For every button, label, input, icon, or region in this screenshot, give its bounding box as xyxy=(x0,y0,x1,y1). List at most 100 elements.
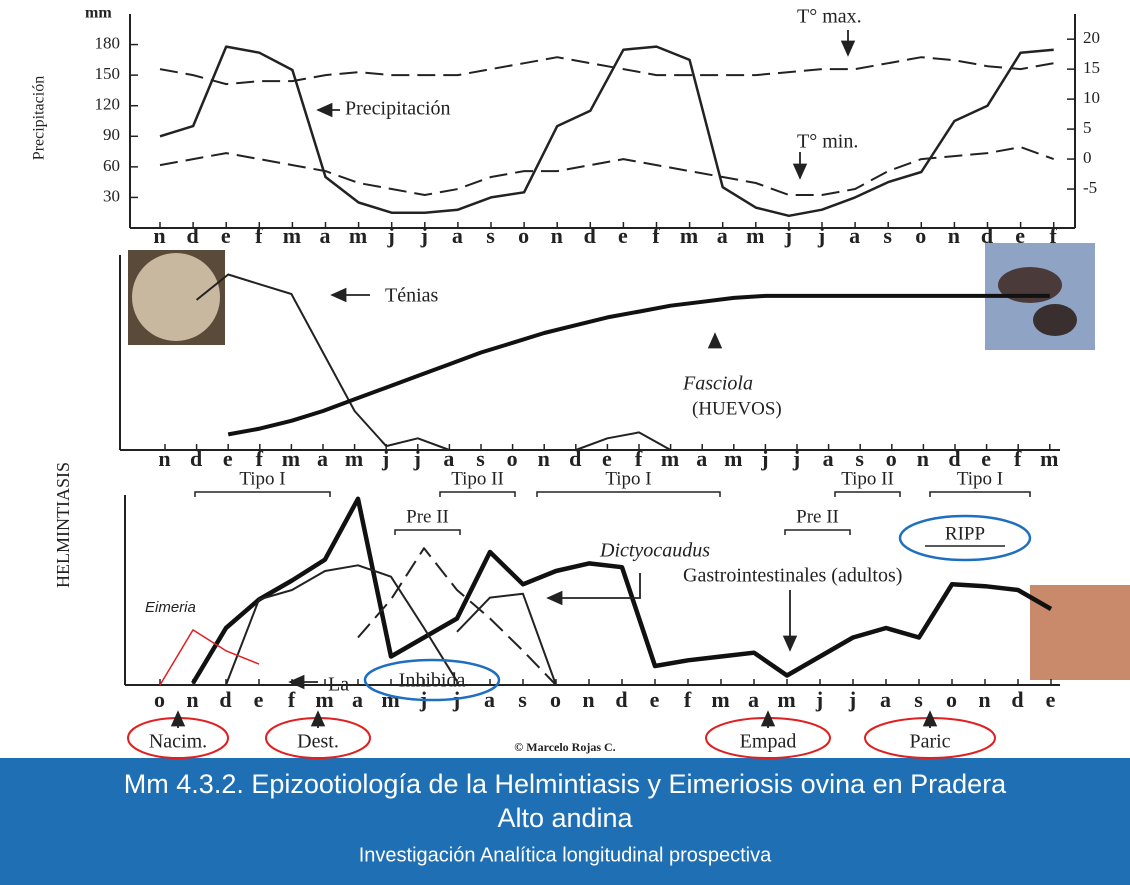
y-tick-label: 180 xyxy=(95,33,121,52)
x-tick-label: m xyxy=(282,446,301,471)
x-tick-label: m xyxy=(345,446,364,471)
x-tick-label: j xyxy=(817,223,826,248)
x-tick-label: o xyxy=(886,446,898,471)
series-note: (HUEVOS) xyxy=(692,398,782,419)
x-tick-label: o xyxy=(518,223,530,248)
x-tick-label: a xyxy=(748,687,760,712)
x-tick-label: n xyxy=(538,446,551,471)
x-tick-label: n xyxy=(917,446,930,471)
worm-photo xyxy=(1030,585,1130,680)
bracket xyxy=(394,529,461,535)
y2-tick-label: -5 xyxy=(1083,178,1097,197)
highlight xyxy=(363,658,501,702)
x-tick-label: d xyxy=(569,446,582,471)
x-tick-label: o xyxy=(154,687,166,712)
x-tick-label: s xyxy=(855,446,865,471)
event-label: Paric xyxy=(909,731,950,753)
x-tick-label: o xyxy=(915,223,927,248)
x-tick-label: a xyxy=(696,446,708,471)
highlight xyxy=(898,514,1032,562)
y2-tick-label: 20 xyxy=(1083,28,1100,47)
y-tick-label: 120 xyxy=(95,95,121,114)
series-line xyxy=(456,592,557,686)
x-tick-label: m xyxy=(680,223,699,248)
y-tick-label: 150 xyxy=(95,64,121,83)
x-tick-label: f xyxy=(635,446,643,471)
bracket xyxy=(194,491,331,497)
x-tick-label: d xyxy=(186,223,199,248)
x-tick-label: a xyxy=(717,223,729,248)
series-label: Gastrointestinales (adultos) xyxy=(683,565,902,587)
x-tick-label: j xyxy=(413,446,422,471)
x-tick-label: d xyxy=(981,223,994,248)
bracket-label: Tipo I xyxy=(239,468,285,489)
credit: © Marcelo Rojas C. xyxy=(514,740,615,754)
series-line xyxy=(159,56,1054,86)
series-line xyxy=(195,273,672,451)
x-tick-label: n xyxy=(582,687,595,712)
x-tick-label: n xyxy=(551,223,564,248)
series-line xyxy=(159,146,1055,196)
x-tick-label: f xyxy=(1014,446,1022,471)
caption-subtitle: Investigación Analítica longitudinal pro… xyxy=(359,844,772,866)
x-tick-label: e xyxy=(650,687,661,712)
x-tick-label: d xyxy=(1011,687,1024,712)
bracket-label: Tipo I xyxy=(957,468,1003,489)
x-tick-label: d xyxy=(219,687,232,712)
x-tick-label: n xyxy=(158,446,171,471)
x-tick-label: s xyxy=(914,687,924,712)
x-tick-label: n xyxy=(186,687,199,712)
x-tick-label: j xyxy=(815,687,824,712)
x-tick-label: j xyxy=(381,446,390,471)
x-tick-label: j xyxy=(848,687,857,712)
x-tick-label: f xyxy=(652,223,660,248)
series-line xyxy=(191,496,1053,685)
x-tick-label: a xyxy=(849,223,861,248)
bracket xyxy=(439,491,516,497)
ellipse-label: RIPP xyxy=(945,523,985,544)
series-label: T° max. xyxy=(797,6,862,28)
bracket xyxy=(834,491,901,497)
x-tick-label: m xyxy=(349,223,368,248)
figure-background xyxy=(0,0,1130,757)
y-tick-label: 30 xyxy=(103,186,120,205)
petri-dish xyxy=(132,253,220,341)
x-tick-label: e xyxy=(602,446,613,471)
series-line xyxy=(159,629,260,686)
series-label: Ténias xyxy=(385,285,439,307)
fasciola-shape xyxy=(1033,304,1077,336)
bracket xyxy=(784,529,851,535)
x-tick-label: a xyxy=(352,687,364,712)
x-tick-label: d xyxy=(190,446,203,471)
x-tick-label: m xyxy=(661,446,680,471)
series-label: Eimeria xyxy=(145,599,196,616)
bracket-label: Tipo II xyxy=(451,468,504,489)
x-tick-label: a xyxy=(484,687,496,712)
caption-band xyxy=(0,758,1130,885)
y2-tick-label: 5 xyxy=(1083,118,1092,137)
x-tick-label: n xyxy=(948,223,961,248)
bracket-label: Tipo II xyxy=(841,468,894,489)
x-tick-label: f xyxy=(684,687,692,712)
series-label: Dictyocaudus xyxy=(599,540,710,562)
x-tick-label: a xyxy=(823,446,835,471)
y-label: HELMINTIASIS xyxy=(53,462,73,588)
x-tick-label: s xyxy=(518,687,528,712)
x-tick-label: s xyxy=(883,223,893,248)
x-tick-label: d xyxy=(584,223,597,248)
x-tick-label: j xyxy=(420,223,429,248)
bracket xyxy=(536,491,721,497)
x-tick-label: e xyxy=(223,446,234,471)
y2-tick-label: 15 xyxy=(1083,58,1100,77)
y-tick-label: 60 xyxy=(103,156,120,175)
x-tick-label: m xyxy=(283,223,302,248)
x-tick-label: f xyxy=(255,223,263,248)
x-tick-label: m xyxy=(746,223,765,248)
event-label: Dest. xyxy=(297,731,339,753)
series-line xyxy=(159,45,1054,218)
x-tick-label: a xyxy=(452,223,464,248)
x-tick-label: m xyxy=(777,687,796,712)
x-tick-label: f xyxy=(1050,223,1058,248)
series-line xyxy=(357,547,557,686)
y2-tick-label: 10 xyxy=(1083,88,1100,107)
